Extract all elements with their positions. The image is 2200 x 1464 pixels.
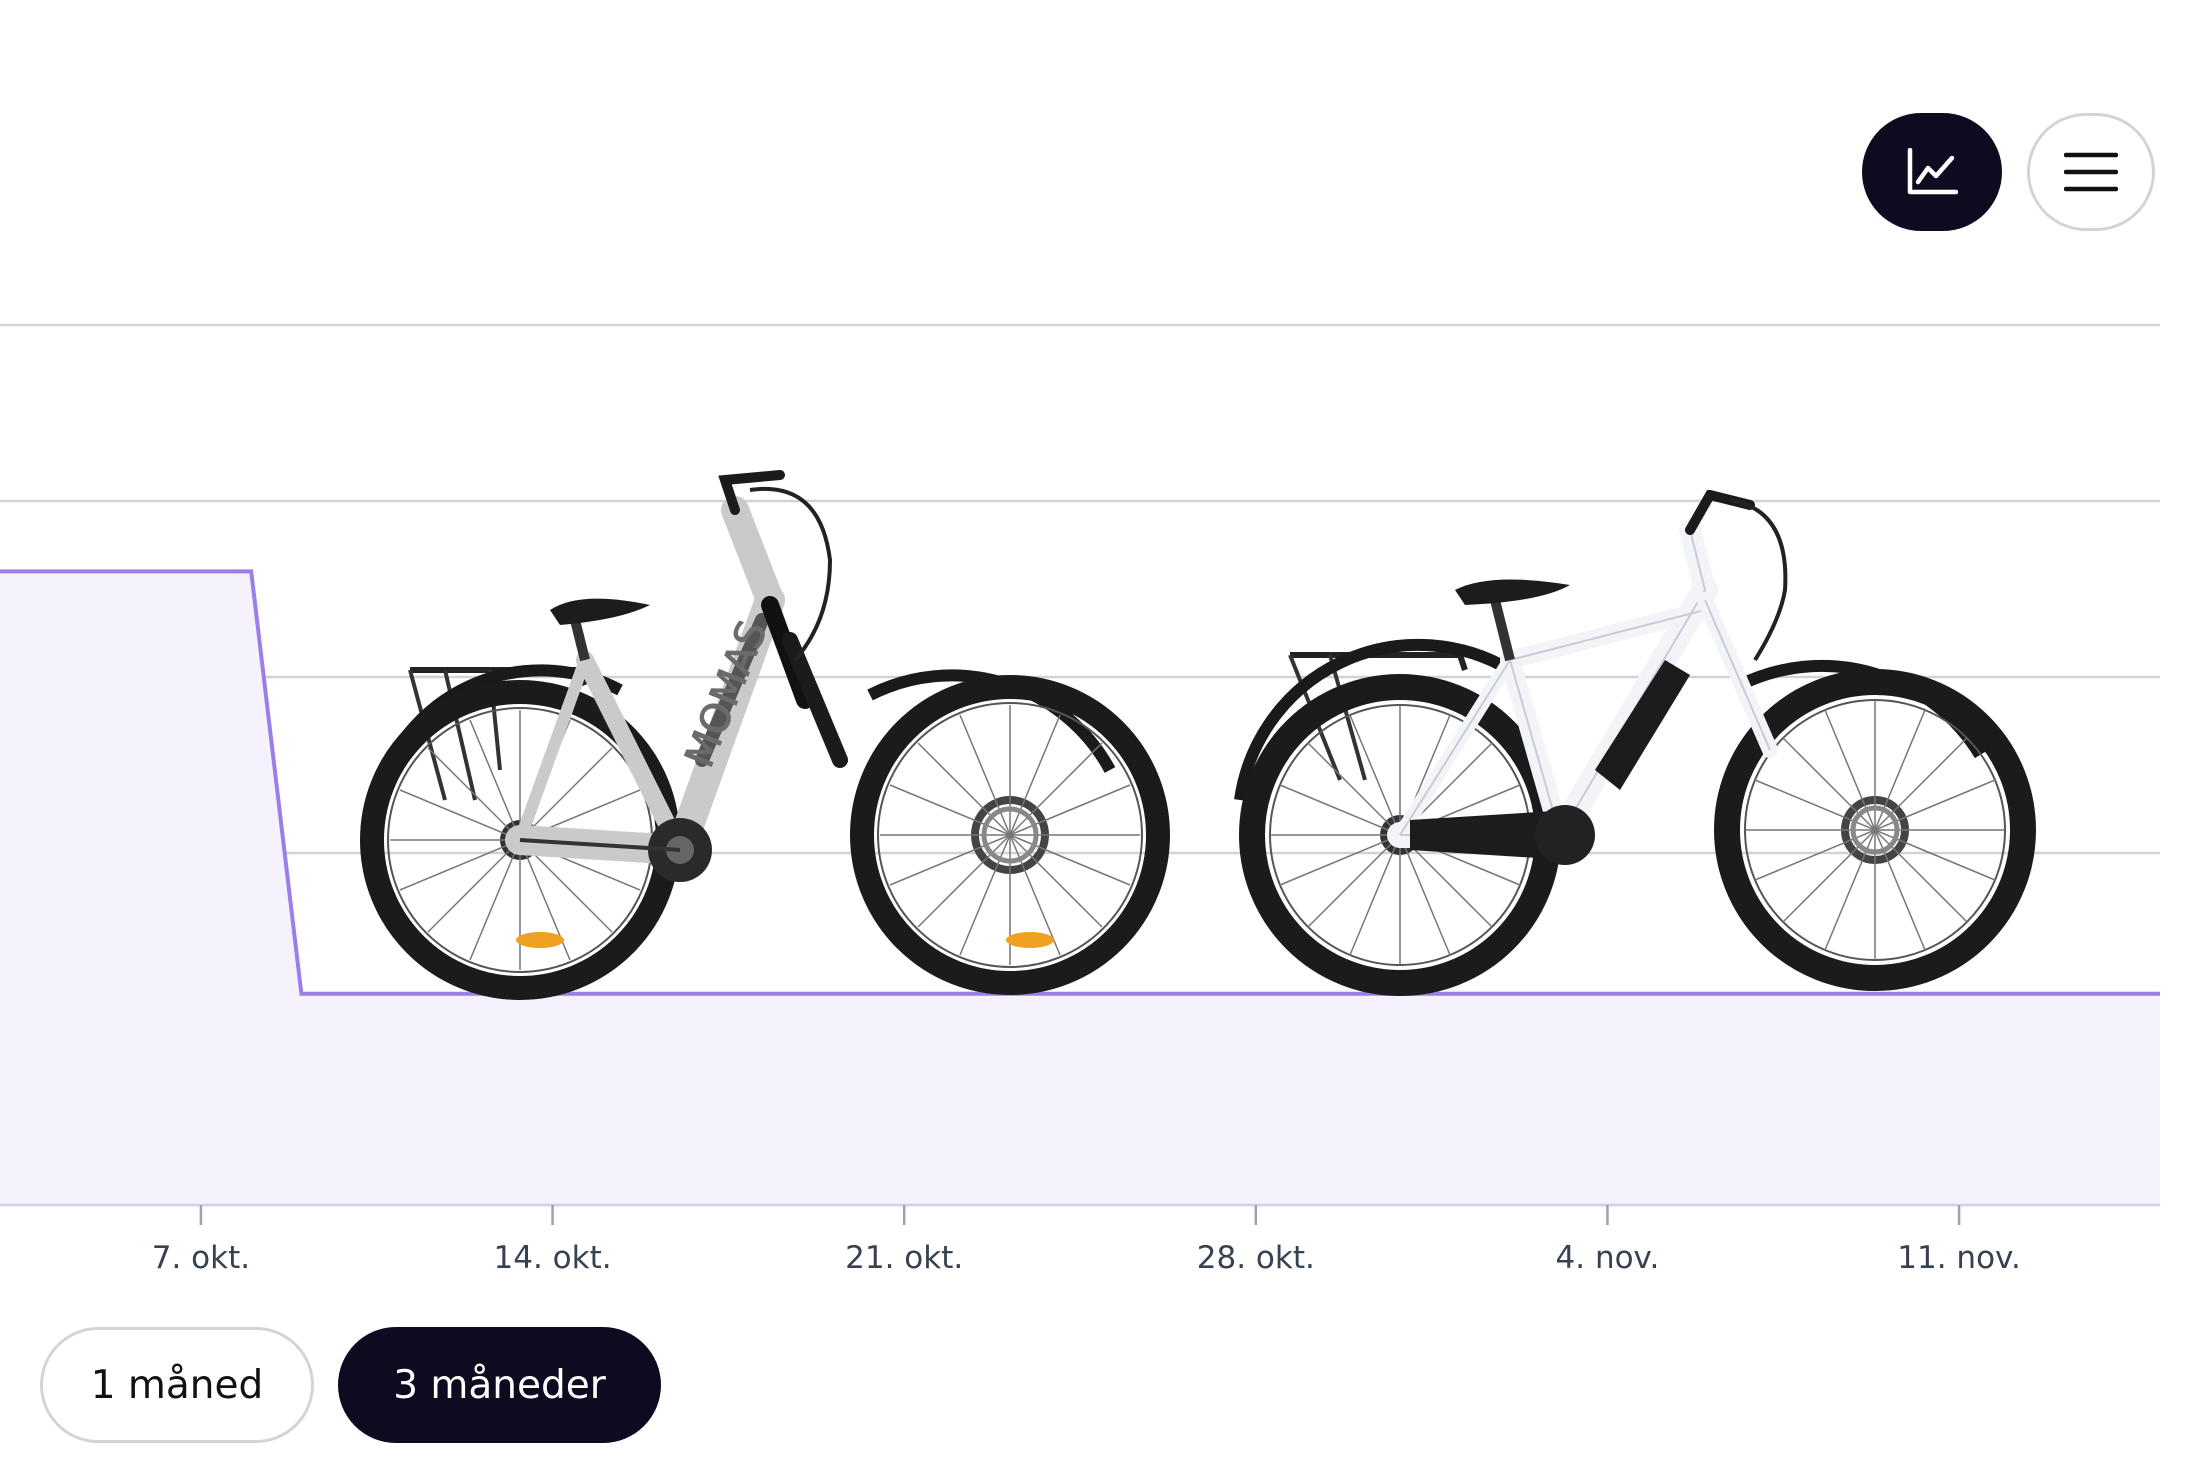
x-tick-label: 14. okt. xyxy=(494,1240,612,1276)
grey-step-through-ebike-image: MOMAS xyxy=(360,470,1170,1000)
price-area xyxy=(0,571,2160,1205)
hamburger-menu-icon xyxy=(2064,152,2118,192)
price-line xyxy=(0,569,2160,996)
range-option-1-month[interactable]: 1 måned xyxy=(40,1327,314,1443)
price-history-chart-svg: 7. okt. 14. okt. 21. okt. 28. okt. 4. nov. 11… xyxy=(0,323,2160,1276)
x-tick-label: 28. okt. xyxy=(1197,1240,1315,1276)
chart-view-button[interactable] xyxy=(1862,113,2002,231)
view-toggle xyxy=(1862,113,2158,231)
price-history-chart: 7. okt. 14. okt. 21. okt. 28. okt. 4. nov. 11… xyxy=(0,300,2200,1280)
svg-text:MOMAS: MOMAS xyxy=(677,614,777,773)
line-chart-icon xyxy=(1907,148,1958,195)
range-option-3-months[interactable]: 3 måneder xyxy=(338,1327,661,1443)
x-tick-label: 4. nov. xyxy=(1556,1240,1660,1276)
x-tick-label: 11. nov. xyxy=(1897,1240,2021,1276)
list-view-button[interactable] xyxy=(2027,113,2155,231)
white-trekking-ebike-image xyxy=(1234,490,2036,996)
x-tick-label: 7. okt. xyxy=(152,1240,250,1276)
x-tick-label: 21. okt. xyxy=(845,1240,963,1276)
